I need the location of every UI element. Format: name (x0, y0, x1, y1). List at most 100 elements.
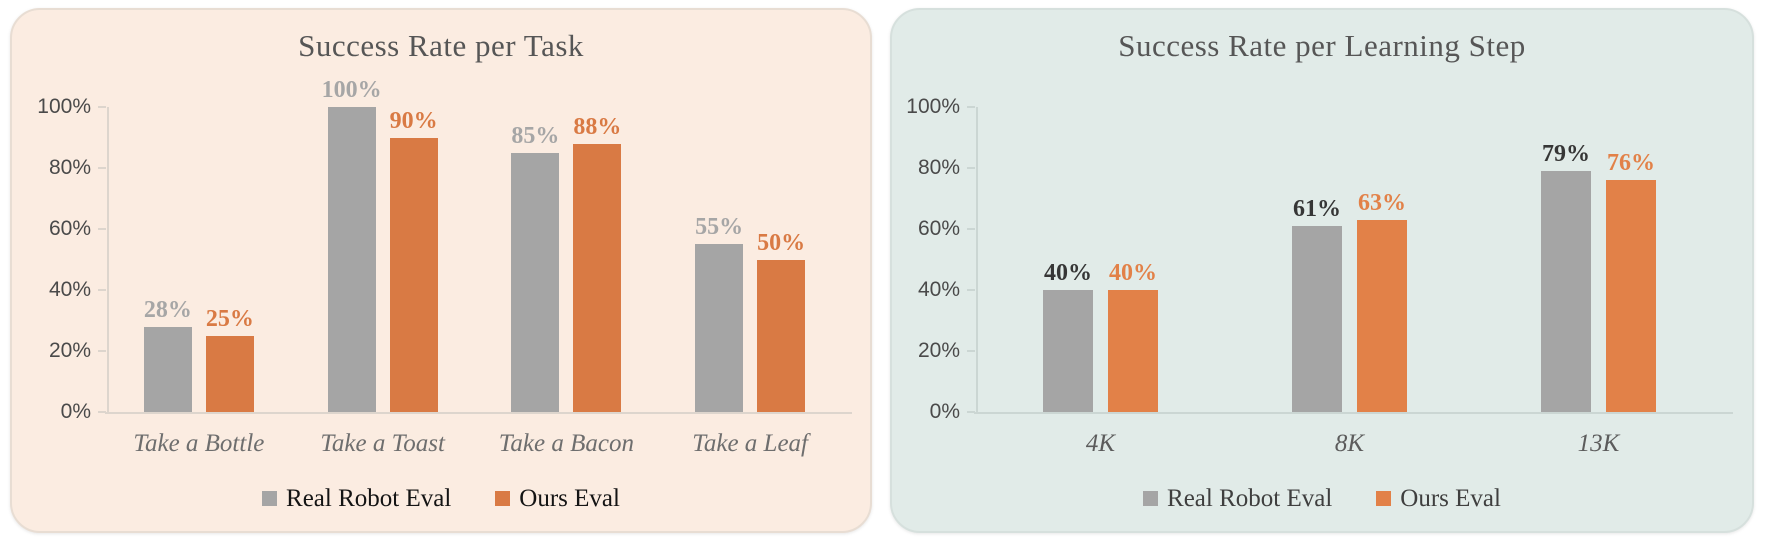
bar-group: 28% 25% (107, 107, 291, 412)
chart-panel-learning-step: Success Rate per Learning Step 100% 80% 60… (890, 8, 1754, 533)
bar-column: 61% (1292, 197, 1342, 412)
plot-area: 100% 80% 60% 40% 20% 0% 28% 25% 100% 90% 85% 88% 55%… (37, 78, 852, 423)
x-category-label: Take a Leaf (692, 430, 808, 457)
x-category-label: Take a Bottle (133, 430, 265, 457)
y-tick-label: 0% (929, 400, 960, 423)
y-axis-tick (98, 167, 106, 169)
bar (695, 244, 744, 412)
plot-area: 100% 80% 60% 40% 20% 0% 40% 40% 61% 63% 79% 76% (906, 95, 1733, 423)
bar-column: 63% (1357, 191, 1407, 412)
chart-title: Success Rate per Task (298, 28, 584, 63)
bar (1606, 180, 1656, 412)
legend-item: Real Robot Eval (1143, 486, 1332, 511)
bar-value-label: 40% (1109, 260, 1157, 286)
bar-column: 40% (1043, 261, 1093, 412)
y-axis-tick (98, 228, 106, 230)
y-tick-label: 0% (60, 400, 91, 423)
bar (511, 152, 560, 412)
bar-value-label: 90% (389, 107, 438, 134)
bar-group: 40% 40% (976, 107, 1225, 412)
bar-value-label: 63% (1358, 189, 1406, 216)
bar (757, 259, 806, 412)
legend-label: Real Robot Eval (286, 485, 452, 512)
bar (205, 335, 254, 412)
y-axis-tick (967, 167, 975, 169)
bar-value-label: 76% (1607, 150, 1655, 177)
legend-swatch-icon (495, 491, 511, 506)
x-category-label: 8K (1334, 430, 1365, 457)
y-axis-tick (967, 411, 975, 413)
legend-item: Real Robot Eval (262, 486, 451, 511)
bar-group: 61% 63% (1225, 107, 1474, 412)
y-axis-tick (967, 350, 975, 352)
y-tick-label: 60% (917, 217, 960, 240)
bar (573, 143, 622, 412)
x-category-label: 13K (1577, 430, 1620, 457)
legend-label: Ours Eval (1400, 485, 1501, 512)
bar-value-label: 28% (143, 296, 192, 323)
bar (1541, 171, 1591, 412)
bar-column: 100% (322, 78, 382, 412)
bar-group: 79% 76% (1474, 107, 1723, 412)
x-axis-line (105, 412, 852, 414)
bar-value-label: 25% (205, 305, 254, 332)
y-axis-tick (98, 411, 106, 413)
y-tick-label: 40% (917, 278, 960, 301)
bar-value-label: 50% (757, 229, 806, 256)
y-tick-label: 20% (917, 339, 960, 362)
y-axis-tick (98, 289, 106, 291)
x-axis-line (974, 412, 1733, 414)
bar-group: 100% 90% (291, 78, 475, 412)
bar-value-label: 85% (511, 122, 560, 149)
y-tick-label: 100% (37, 95, 91, 118)
bar-groups: 40% 40% 61% 63% 79% 76% (976, 107, 1723, 412)
y-axis-tick (967, 228, 975, 230)
bar-column: 40% (1108, 261, 1158, 412)
bar-groups: 28% 25% 100% 90% 85% 88% 55% 50% (107, 78, 842, 412)
legend-label: Real Robot Eval (1167, 485, 1333, 512)
bar-column: 50% (757, 229, 806, 412)
x-category-label: Take a Toast (320, 430, 445, 457)
y-axis-tick (967, 289, 975, 291)
bar-value-label: 55% (695, 214, 744, 241)
legend-swatch-icon (262, 491, 278, 506)
bar-column: 88% (573, 115, 622, 412)
bar (1043, 290, 1093, 412)
bar-column: 55% (695, 214, 744, 412)
bar-group: 85% 88% (475, 107, 659, 412)
y-axis-tick (98, 106, 106, 108)
legend-label: Ours Eval (519, 485, 620, 512)
y-axis-tick (98, 350, 106, 352)
x-axis-labels: 4K 8K 13K (976, 430, 1723, 458)
bar-column: 28% (143, 296, 192, 412)
bar-value-label: 40% (1044, 260, 1092, 286)
bar (389, 137, 438, 412)
bar (1108, 290, 1158, 412)
legend-swatch-icon (1143, 491, 1159, 506)
legend-item: Ours Eval (495, 486, 620, 511)
y-tick-label: 100% (906, 95, 960, 118)
bar-column: 79% (1541, 142, 1591, 412)
bar-value-label: 79% (1542, 141, 1590, 168)
x-axis-labels: Take a Bottle Take a Toast Take a Bacon Tak… (107, 430, 842, 458)
bar-column: 90% (389, 107, 438, 412)
bar (327, 107, 376, 412)
y-axis-line (976, 107, 978, 412)
y-axis-tick (967, 106, 975, 108)
bar-group: 55% 50% (658, 107, 842, 412)
y-tick-label: 80% (917, 156, 960, 179)
y-axis-line (107, 107, 109, 412)
bar-value-label: 100% (321, 77, 382, 103)
legend-swatch-icon (1376, 491, 1392, 506)
bar-column: 76% (1606, 151, 1656, 412)
y-tick-label: 20% (48, 339, 91, 362)
legend: Real Robot Eval Ours Eval (12, 486, 870, 511)
bar (1292, 225, 1342, 412)
bar (1357, 219, 1407, 412)
x-category-label: Take a Bacon (498, 430, 634, 457)
bar (143, 326, 192, 412)
bar-value-label: 61% (1293, 195, 1341, 222)
bar-column: 25% (205, 305, 254, 412)
y-tick-label: 60% (48, 217, 91, 240)
legend-item: Ours Eval (1376, 486, 1501, 511)
